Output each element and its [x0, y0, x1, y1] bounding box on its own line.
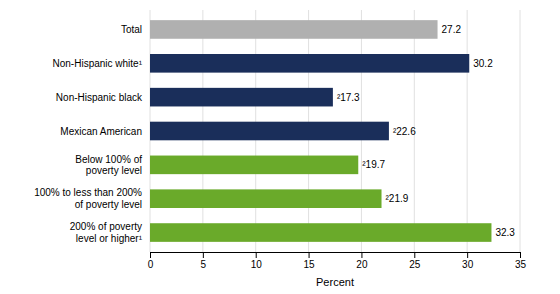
data-label: ²22.6: [393, 126, 416, 137]
y-tick: Total: [121, 24, 142, 35]
bar: [150, 122, 389, 141]
x-tick: 0: [148, 252, 154, 270]
plot: 32.3 ²21.9 ²19.7 ²22.6 ²17.3 30.2 27.2 0 5 10 15 20…: [34, 10, 526, 270]
grid-line: [520, 10, 521, 252]
x-tick-mark: [150, 252, 151, 258]
y-tick-label: 200% of povertylevel or higher¹: [70, 221, 143, 244]
y-tick-label: Non-Hispanic black: [56, 92, 143, 103]
y-tick-label: Non-Hispanic white¹: [53, 58, 143, 69]
y-tick-label-line: Below 100% of: [75, 154, 142, 165]
x-tick-mark: [203, 252, 204, 258]
y-tick-label-line: 200% of poverty: [70, 221, 142, 232]
y-tick: Non-Hispanic white¹: [53, 58, 143, 69]
x-tick-label: 20: [356, 259, 368, 270]
y-tick: Non-Hispanic black: [56, 92, 143, 103]
bars: [150, 20, 491, 242]
x-tick-label: 25: [409, 259, 421, 270]
x-tick-mark: [256, 252, 257, 258]
y-tick-label-line: 100% to less than 200%: [34, 187, 142, 198]
data-label: 27.2: [442, 24, 462, 35]
bar: [150, 20, 438, 39]
y-axis: Total Non-Hispanic white¹ Non-Hispanic bla…: [34, 24, 143, 244]
data-labels: 32.3 ²21.9 ²19.7 ²22.6 ²17.3 30.2 27.2: [337, 24, 515, 238]
x-tick-label: 5: [201, 259, 207, 270]
x-axis-line: [151, 253, 521, 259]
y-tick-label: 100% to less than 200%of poverty level: [34, 187, 142, 210]
y-tick-label-line: Mexican American: [60, 126, 142, 137]
x-tick: 25: [409, 252, 421, 270]
x-tick-mark: [309, 252, 310, 258]
x-tick-mark: [467, 252, 468, 258]
y-tick-label-line: Non-Hispanic black: [56, 92, 143, 103]
x-tick-label: 35: [515, 259, 527, 270]
x-tick-mark: [520, 252, 521, 258]
y-tick: Below 100% ofpoverty level: [75, 154, 142, 177]
bar: [150, 189, 382, 208]
x-tick: 30: [462, 252, 474, 270]
bar: [150, 156, 358, 175]
x-tick-label: 0: [148, 259, 154, 270]
x-tick: 10: [251, 252, 263, 270]
x-tick-mark: [361, 252, 362, 258]
chart-container: 32.3 ²21.9 ²19.7 ²22.6 ²17.3 30.2 27.2 0 5 10 15 20…: [0, 0, 560, 294]
grid: [150, 10, 520, 252]
x-tick: 20: [356, 252, 368, 270]
x-tick-label: 30: [462, 259, 474, 270]
data-label: 32.3: [495, 227, 515, 238]
x-tick: 35: [515, 252, 527, 270]
bar: [150, 54, 469, 73]
x-tick-label: 15: [304, 259, 316, 270]
x-tick-label: 10: [251, 259, 263, 270]
y-tick-label-line: level or higher¹: [76, 233, 143, 244]
y-tick-label-line: Total: [121, 24, 142, 35]
y-tick-label: Below 100% ofpoverty level: [75, 154, 142, 177]
x-tick: 15: [304, 252, 316, 270]
y-tick-label-line: of poverty level: [75, 199, 142, 210]
chart: 32.3 ²21.9 ²19.7 ²22.6 ²17.3 30.2 27.2 0 5 10 15 20…: [0, 0, 560, 294]
y-tick-label: Mexican American: [60, 126, 142, 137]
data-label: ²17.3: [337, 92, 360, 103]
y-tick-label: Total: [121, 24, 142, 35]
grid-line: [467, 10, 468, 252]
y-tick: 200% of povertylevel or higher¹: [70, 221, 143, 244]
y-tick: 100% to less than 200%of poverty level: [34, 187, 142, 210]
data-label: ²19.7: [362, 159, 385, 170]
bar: [150, 88, 333, 107]
y-tick-label-line: Non-Hispanic white¹: [53, 58, 143, 69]
data-label: ²21.9: [386, 193, 409, 204]
data-label: 30.2: [473, 58, 493, 69]
x-axis-title: Percent: [316, 276, 354, 288]
x-tick-mark: [414, 252, 415, 258]
x-axis: 0 5 10 15 20 25 30 35: [148, 252, 527, 270]
y-tick-label-line: poverty level: [86, 165, 142, 176]
x-tick: 5: [201, 252, 207, 270]
bar: [150, 223, 491, 242]
y-tick: Mexican American: [60, 126, 142, 137]
